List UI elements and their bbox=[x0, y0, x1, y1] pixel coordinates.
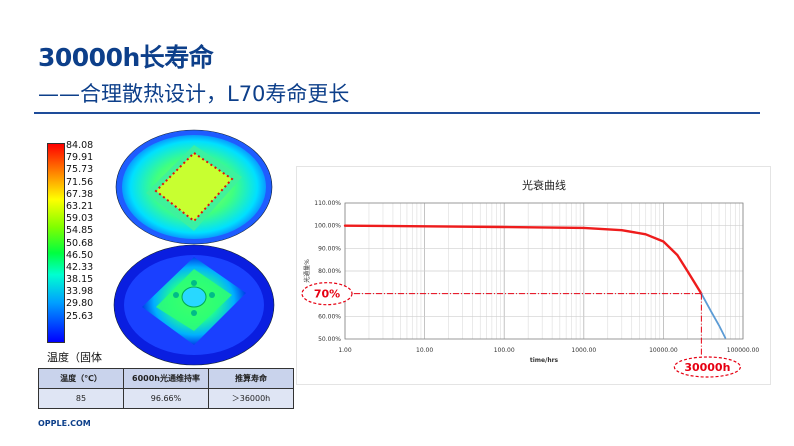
decay-chart-svg: 光衰曲线 1.00 10.00 100.00 1000.00 10000.00 100000… bbox=[301, 178, 760, 378]
title-divider bbox=[34, 112, 760, 114]
y-tick-label: 100.00% bbox=[314, 223, 341, 230]
y-tick-label: 90.00% bbox=[318, 245, 341, 252]
scale-tick: 75.73 bbox=[66, 164, 94, 176]
x-marker-oval bbox=[673, 356, 741, 378]
scale-tick: 67.38 bbox=[66, 188, 94, 200]
cell-lifetime: ＞36000h bbox=[208, 388, 294, 409]
series-line-1 bbox=[343, 224, 703, 295]
header-cell-lifetime: 推算寿命 bbox=[208, 368, 294, 389]
temperature-scale-ticks: 84.08 79.91 75.73 71.56 67.38 63.21 59.0… bbox=[66, 140, 93, 323]
scale-tick: 29.80 bbox=[66, 298, 94, 310]
series-line-2 bbox=[700, 292, 727, 339]
top-view-render bbox=[115, 129, 273, 245]
x-marker-label: 30000h bbox=[684, 361, 730, 374]
y-marker-oval bbox=[301, 282, 353, 306]
scale-tick: 79.91 bbox=[66, 152, 94, 164]
scale-tick: 50.68 bbox=[66, 237, 94, 249]
x-tick-label: 10.00 bbox=[416, 347, 433, 354]
scale-tick: 63.21 bbox=[66, 200, 94, 212]
y-tick-label: 110.00% bbox=[314, 200, 341, 207]
scale-tick: 38.15 bbox=[66, 274, 94, 286]
y-marker-label: 70% bbox=[314, 288, 340, 301]
thermal-simulation-image bbox=[113, 129, 275, 366]
decay-chart: 光衰曲线 1.00 10.00 100.00 1000.00 10000.00 100000… bbox=[297, 167, 770, 384]
scale-tick: 46.50 bbox=[66, 249, 94, 261]
thermal-spec-table: 温度（℃） 6000h光通维持率 推算寿命 85 96.66% ＞36000h bbox=[38, 368, 294, 409]
header-cell-temperature: 温度（℃） bbox=[38, 368, 124, 389]
x-axis-label: time/hrs bbox=[530, 357, 559, 364]
temperature-color-scale bbox=[47, 143, 65, 343]
header-cell-maintenance: 6000h光通维持率 bbox=[123, 368, 209, 389]
chart-title: 光衰曲线 bbox=[522, 178, 566, 192]
cell-maintenance: 96.66% bbox=[123, 388, 209, 409]
scale-tick: 54.85 bbox=[66, 225, 94, 237]
page-subtitle: ——合理散热设计，L70寿命更长 bbox=[38, 82, 350, 106]
y-axis-label: 光通量% bbox=[303, 259, 311, 283]
x-tick-label: 100000.00 bbox=[727, 347, 760, 354]
y-tick-label: 80.00% bbox=[318, 268, 341, 275]
x-tick-label: 10000.00 bbox=[649, 347, 678, 354]
cell-temperature: 85 bbox=[38, 388, 124, 409]
scale-tick: 25.63 bbox=[66, 310, 94, 322]
scale-tick: 42.33 bbox=[66, 261, 94, 273]
y-tick-label: 60.00% bbox=[318, 313, 341, 320]
scale-tick: 59.03 bbox=[66, 213, 94, 225]
x-tick-label: 100.00 bbox=[494, 347, 515, 354]
scale-tick: 71.56 bbox=[66, 176, 94, 188]
table-row: 85 96.66% ＞36000h bbox=[38, 388, 294, 409]
footer-brand: OPPLE.COM bbox=[38, 419, 91, 428]
y-tick-label: 50.00% bbox=[318, 336, 341, 343]
page-title: 30000h长寿命 bbox=[38, 43, 214, 72]
table-header-row: 温度（℃） 6000h光通维持率 推算寿命 bbox=[38, 368, 294, 389]
plot-frame bbox=[344, 202, 744, 340]
temperature-scale-label: 温度（固体 bbox=[47, 351, 102, 364]
scale-tick: 33.98 bbox=[66, 286, 94, 298]
bottom-view-render bbox=[113, 244, 275, 366]
x-tick-label: 1000.00 bbox=[571, 347, 596, 354]
x-tick-label: 1.00 bbox=[338, 347, 352, 354]
scale-tick: 84.08 bbox=[66, 140, 94, 151]
